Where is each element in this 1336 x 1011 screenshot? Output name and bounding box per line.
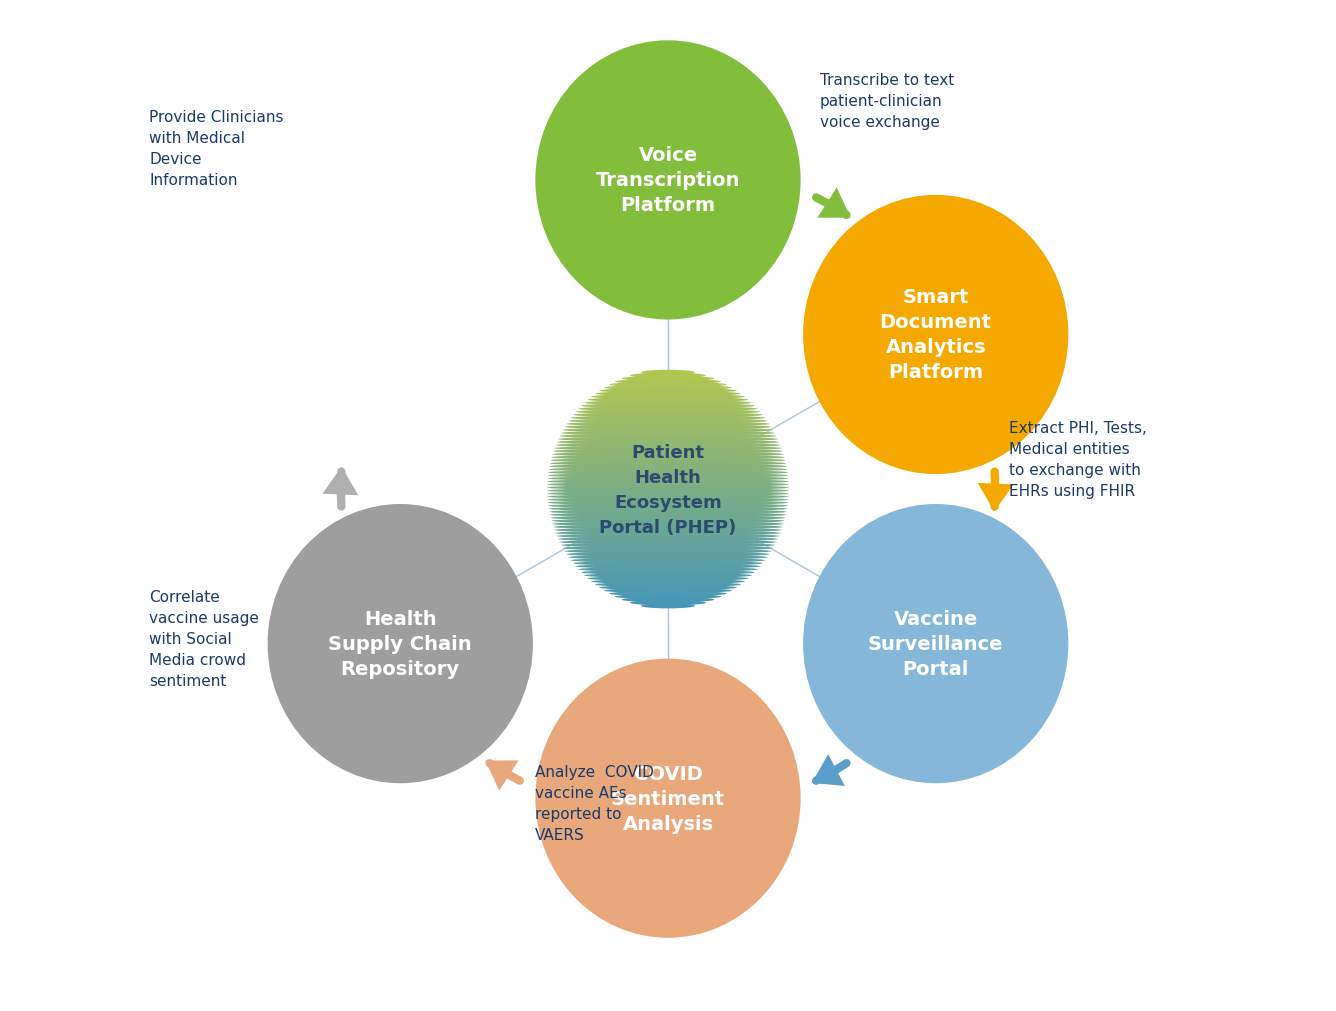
Ellipse shape [584, 573, 752, 578]
Ellipse shape [548, 488, 788, 493]
Ellipse shape [548, 491, 788, 496]
Ellipse shape [556, 443, 780, 448]
Ellipse shape [267, 504, 533, 784]
Ellipse shape [550, 513, 786, 518]
Ellipse shape [560, 540, 776, 545]
Ellipse shape [561, 431, 775, 437]
Ellipse shape [578, 567, 758, 572]
Ellipse shape [588, 397, 748, 403]
Ellipse shape [554, 528, 782, 533]
Ellipse shape [548, 476, 788, 481]
Ellipse shape [565, 425, 771, 431]
Ellipse shape [570, 558, 766, 563]
Ellipse shape [576, 409, 760, 416]
Ellipse shape [557, 440, 779, 445]
Ellipse shape [595, 582, 741, 587]
Ellipse shape [548, 473, 788, 478]
Ellipse shape [562, 546, 774, 551]
Ellipse shape [552, 519, 784, 524]
Ellipse shape [615, 379, 721, 385]
Ellipse shape [600, 585, 736, 590]
Ellipse shape [558, 437, 778, 442]
Polygon shape [322, 467, 358, 495]
Polygon shape [978, 483, 1014, 512]
Ellipse shape [548, 479, 788, 484]
Ellipse shape [595, 391, 741, 397]
Ellipse shape [556, 531, 780, 536]
Ellipse shape [621, 598, 715, 603]
Ellipse shape [558, 537, 778, 542]
Text: Patient
Health
Ecosystem
Portal (PHEP): Patient Health Ecosystem Portal (PHEP) [600, 443, 736, 536]
Ellipse shape [562, 428, 774, 434]
Ellipse shape [549, 507, 787, 512]
Ellipse shape [592, 394, 744, 400]
Text: Health
Supply Chain
Repository: Health Supply Chain Repository [329, 610, 472, 678]
Ellipse shape [573, 412, 763, 419]
Ellipse shape [581, 403, 755, 409]
Ellipse shape [576, 564, 760, 569]
Ellipse shape [578, 406, 758, 412]
Ellipse shape [549, 510, 787, 515]
Ellipse shape [553, 525, 783, 530]
Ellipse shape [588, 576, 748, 581]
Ellipse shape [803, 196, 1069, 474]
Ellipse shape [557, 534, 779, 539]
Ellipse shape [600, 388, 736, 394]
Ellipse shape [621, 376, 715, 382]
Ellipse shape [641, 604, 695, 609]
Ellipse shape [550, 516, 786, 521]
Ellipse shape [566, 552, 770, 557]
Ellipse shape [550, 461, 786, 466]
Text: Transcribe to text
patient-clinician
voice exchange: Transcribe to text patient-clinician voi… [819, 73, 954, 129]
Ellipse shape [570, 416, 766, 422]
Ellipse shape [631, 373, 705, 379]
Ellipse shape [553, 449, 783, 454]
Text: Correlate
vaccine usage
with Social
Media crowd
sentiment: Correlate vaccine usage with Social Medi… [150, 589, 259, 688]
Ellipse shape [569, 419, 767, 425]
Text: Smart
Document
Analytics
Platform: Smart Document Analytics Platform [879, 288, 991, 382]
Ellipse shape [592, 579, 744, 584]
Ellipse shape [548, 494, 788, 499]
Ellipse shape [552, 452, 784, 457]
Ellipse shape [803, 504, 1069, 784]
Ellipse shape [569, 555, 767, 560]
Polygon shape [818, 188, 851, 218]
Ellipse shape [566, 422, 770, 428]
Ellipse shape [609, 382, 727, 388]
Ellipse shape [548, 482, 788, 487]
Polygon shape [812, 754, 844, 787]
Ellipse shape [561, 543, 775, 548]
Ellipse shape [552, 455, 784, 460]
Text: Vaccine
Surveillance
Portal: Vaccine Surveillance Portal [868, 610, 1003, 678]
Polygon shape [485, 760, 518, 791]
Ellipse shape [573, 561, 763, 566]
Text: Provide Clinicians
with Medical
Device
Information: Provide Clinicians with Medical Device I… [150, 110, 285, 188]
Ellipse shape [549, 464, 787, 469]
Ellipse shape [584, 400, 752, 406]
Ellipse shape [548, 485, 788, 490]
Ellipse shape [536, 41, 800, 320]
Ellipse shape [548, 470, 788, 475]
Ellipse shape [548, 500, 788, 506]
Text: Analyze  COVID
vaccine AEs
reported to
VAERS: Analyze COVID vaccine AEs reported to VA… [536, 764, 655, 842]
Ellipse shape [560, 434, 776, 440]
Ellipse shape [549, 467, 787, 472]
Text: Extract PHI, Tests,
Medical entities
to exchange with
EHRs using FHIR: Extract PHI, Tests, Medical entities to … [1009, 421, 1146, 498]
Ellipse shape [604, 385, 732, 391]
Ellipse shape [554, 446, 782, 451]
Ellipse shape [548, 503, 788, 509]
Ellipse shape [536, 659, 800, 938]
Ellipse shape [604, 588, 732, 593]
Ellipse shape [565, 549, 771, 554]
Text: COVID
Sentiment
Analysis: COVID Sentiment Analysis [611, 764, 725, 833]
Text: Voice
Transcription
Platform: Voice Transcription Platform [596, 147, 740, 215]
Ellipse shape [641, 370, 695, 376]
Ellipse shape [550, 458, 786, 463]
Ellipse shape [609, 591, 727, 596]
Ellipse shape [552, 522, 784, 527]
Ellipse shape [631, 601, 705, 606]
Ellipse shape [548, 497, 788, 502]
Ellipse shape [615, 594, 721, 600]
Ellipse shape [581, 570, 755, 575]
